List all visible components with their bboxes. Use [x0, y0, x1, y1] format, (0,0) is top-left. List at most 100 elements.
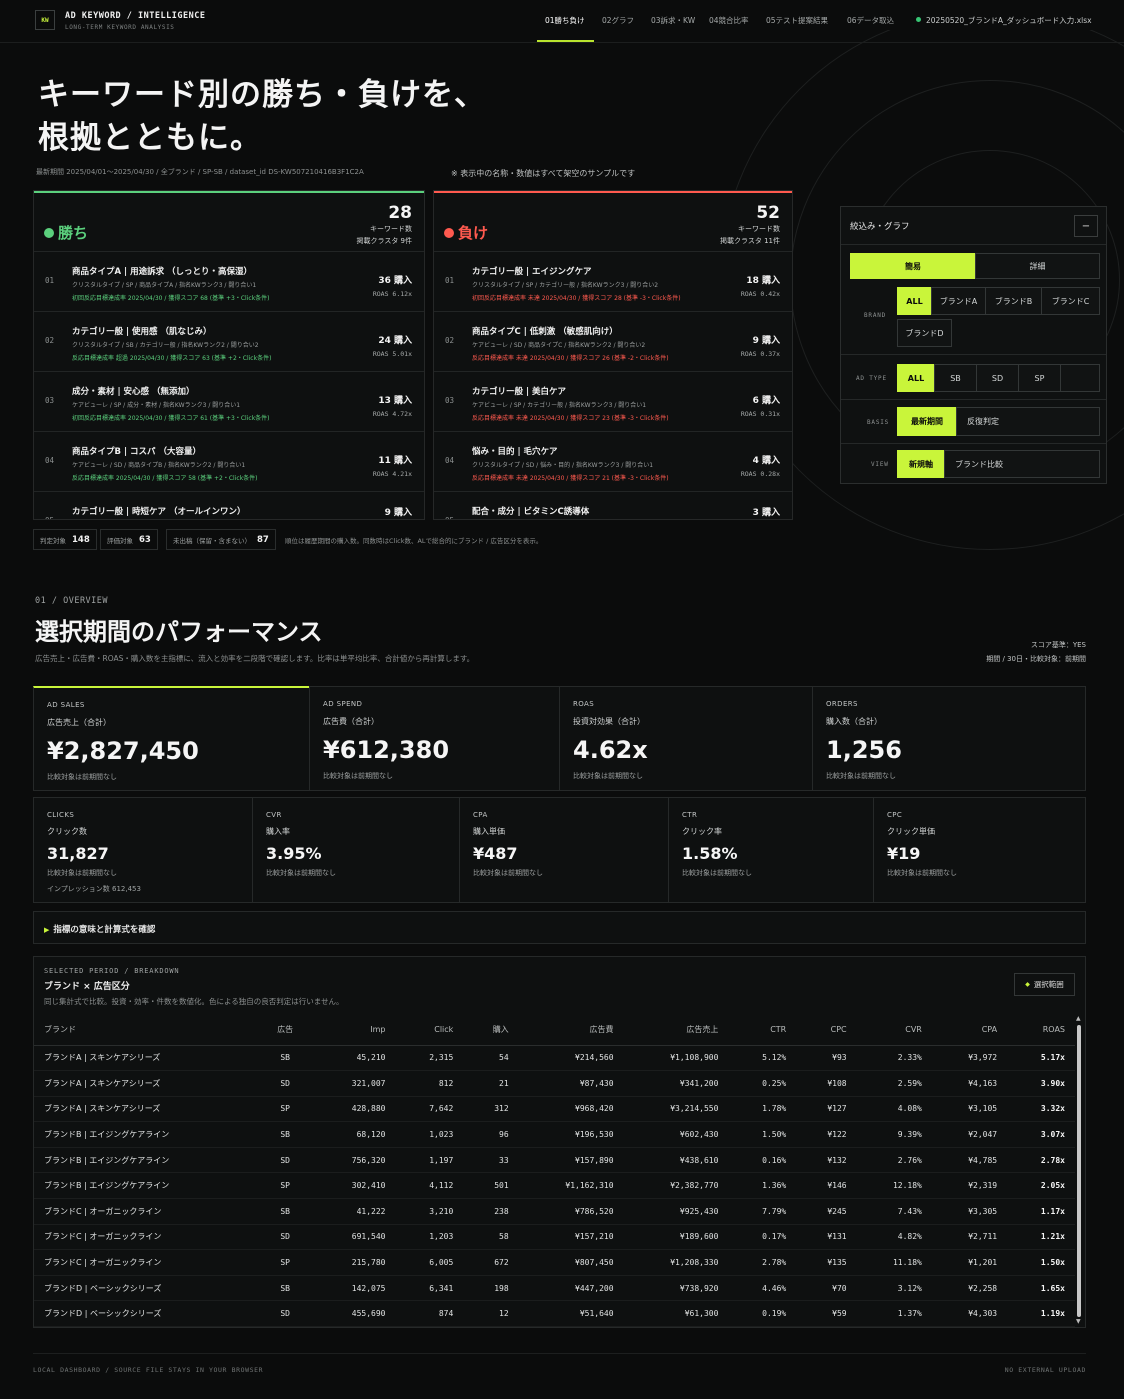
- table-row[interactable]: ブランドB | エイジングケアライン SD 756,320 1,197 33 ¥157,8…: [34, 1147, 1075, 1174]
- column-header[interactable]: 広告費: [518, 1014, 624, 1046]
- column-header[interactable]: ROAS: [1007, 1014, 1075, 1046]
- table-row[interactable]: ブランドA | スキンケアシリーズ SB 45,210 2,315 54 ¥214,560…: [34, 1045, 1075, 1072]
- basis-repeat-button[interactable]: 反復判定: [956, 407, 1100, 436]
- table-cell: ¥51,640: [518, 1300, 624, 1327]
- table-row[interactable]: ブランドD | ベーシックシリーズ SB 142,075 6,341 198 ¥447,2…: [34, 1275, 1075, 1302]
- table-cell: 2.78%: [728, 1249, 797, 1276]
- table-cell: ¥3,105: [931, 1096, 1008, 1123]
- nav-tab-competitor[interactable]: 04競合比率: [709, 16, 749, 25]
- table-cell: 142,075: [312, 1275, 396, 1302]
- table-cell: 3.07x: [1007, 1121, 1075, 1148]
- nav-tab-data-import[interactable]: 06データ取込: [847, 16, 895, 25]
- column-header[interactable]: CPA: [931, 1014, 1008, 1046]
- metric-definitions-toggle[interactable]: ▶ 指標の意味と計算式を確認: [33, 911, 1086, 944]
- mode-detail-button[interactable]: 詳細: [975, 253, 1100, 279]
- adtype-all-button[interactable]: ALL: [897, 364, 935, 392]
- stat-chip-judged: 判定対象 148: [33, 529, 97, 550]
- breakdown-section-label: SELECTED PERIOD / BREAKDOWN: [44, 967, 180, 975]
- divider: [841, 399, 1106, 400]
- column-header[interactable]: CVR: [856, 1014, 932, 1046]
- brand-b-button[interactable]: ブランドB: [985, 287, 1042, 315]
- nav-tab-graph[interactable]: 02グラフ: [602, 16, 635, 25]
- table-cell: 2.59%: [856, 1070, 932, 1097]
- lose-row[interactable]: 02 商品タイプC | 低刺激 （敏感肌向け） ケアビューレ / SD / 商品タイ…: [434, 311, 792, 371]
- lose-accent-bar: [434, 191, 792, 193]
- nav-tab-test-results[interactable]: 05テスト提案結果: [766, 16, 829, 25]
- table-row[interactable]: ブランドA | スキンケアシリーズ SD 321,007 812 21 ¥87,430 ¥3…: [34, 1070, 1075, 1097]
- lose-row[interactable]: 04 悩み・目的 | 毛穴ケア クリスタルタイプ / SD / 悩み・目的 / 指名…: [434, 431, 792, 491]
- table-row[interactable]: ブランドA | スキンケアシリーズ SP 428,880 7,642 312 ¥968,4…: [34, 1096, 1075, 1123]
- view-new-axis-button[interactable]: 新規軸: [897, 450, 945, 478]
- lose-row[interactable]: 01 カテゴリー般 | エイジングケア クリスタルタイプ / SP / カテゴリー般…: [434, 251, 792, 311]
- brand-d-button[interactable]: ブランドD: [897, 319, 952, 347]
- table-cell: 2,315: [395, 1045, 464, 1072]
- column-header[interactable]: 広告売上: [623, 1014, 729, 1046]
- win-row[interactable]: 05カテゴリー般 | 時短ケア （オールインワン）9 購入: [34, 491, 424, 519]
- win-row[interactable]: 04 商品タイプB | コスパ （大容量） ケアビューレ / SD / 商品タイプB…: [34, 431, 424, 491]
- table-cell: 3.90x: [1007, 1070, 1075, 1097]
- table-cell: 428,880: [312, 1096, 396, 1123]
- table-cell: 58: [463, 1224, 519, 1251]
- win-row[interactable]: 01 商品タイプA | 用途訴求 （しっとり・高保湿） クリスタルタイプ / SP …: [34, 251, 424, 311]
- overview-title: 選択期間のパフォーマンス: [35, 617, 323, 646]
- nav-tab-win-lose[interactable]: 01勝ち負け: [545, 16, 585, 25]
- adtype-sb-button[interactable]: SB: [934, 364, 977, 392]
- table-cell: 6,341: [395, 1275, 464, 1302]
- table-row[interactable]: ブランドC | オーガニックライン SP 215,780 6,005 672 ¥807,4…: [34, 1249, 1075, 1276]
- column-header[interactable]: CTR: [728, 1014, 797, 1046]
- table-cell: ¥786,520: [518, 1198, 624, 1225]
- column-header[interactable]: 広告: [257, 1014, 313, 1046]
- table-cell: 2.78x: [1007, 1147, 1075, 1174]
- kpi-ad-spend: AD SPEND 広告費（合計） ¥612,380 比較対象は前期間なし: [309, 686, 560, 791]
- filter-title: 絞込み・グラフ: [850, 222, 910, 232]
- win-row[interactable]: 02 カテゴリー般 | 使用感 （肌なじみ） クリスタルタイプ / SB / カテゴ…: [34, 311, 424, 371]
- top-header: KW AD KEYWORD / INTELLIGENCE LONG-TERM K…: [0, 0, 1124, 43]
- scrollbar-thumb[interactable]: [1077, 1025, 1081, 1317]
- basis-latest-button[interactable]: 最新期間: [897, 407, 957, 436]
- table-row[interactable]: ブランドD | ベーシックシリーズ SD 455,690 874 12 ¥51,640 ¥6…: [34, 1300, 1075, 1327]
- column-header[interactable]: CPC: [796, 1014, 857, 1046]
- table-cell: ¥127: [796, 1096, 857, 1123]
- mode-simple-button[interactable]: 簡易: [850, 253, 976, 279]
- table-cell: 1.50x: [1007, 1249, 1075, 1276]
- nav-tab-appeal-kw[interactable]: 03訴求・KW: [651, 16, 696, 25]
- table-row[interactable]: ブランドC | オーガニックライン SD 691,540 1,203 58 ¥157,21…: [34, 1224, 1075, 1251]
- collapse-button[interactable]: −: [1074, 215, 1098, 237]
- column-header[interactable]: Imp: [312, 1014, 396, 1046]
- lose-row[interactable]: 03 カテゴリー般 | 美白ケア ケアビューレ / SP / カテゴリー般 / 指名…: [434, 371, 792, 431]
- win-row[interactable]: 03 成分・素材 | 安心感 （無添加） ケアビューレ / SP / 成分・素材 /…: [34, 371, 424, 431]
- brand-c-button[interactable]: ブランドC: [1041, 287, 1100, 315]
- table-cell: ¥61,300: [623, 1300, 729, 1327]
- table-scrollbar[interactable]: ▲ ▼: [1076, 1015, 1082, 1325]
- view-brand-compare-button[interactable]: ブランド比較: [944, 450, 1100, 478]
- table-cell: ¥3,972: [931, 1045, 1008, 1072]
- selection-range-button[interactable]: ◆ 選択範囲: [1014, 973, 1075, 996]
- table-cell: ¥4,303: [931, 1300, 1008, 1327]
- loaded-file[interactable]: 20250520_ブランドA_ダッシュボード入力.xlsx: [916, 15, 1092, 26]
- brand-a-button[interactable]: ブランドA: [931, 287, 986, 315]
- column-header[interactable]: 購入: [463, 1014, 519, 1046]
- table-cell: 321,007: [312, 1070, 396, 1097]
- table-cell: ブランドA | スキンケアシリーズ: [34, 1096, 258, 1123]
- table-row[interactable]: ブランドB | エイジングケアライン SP 302,410 4,112 501 ¥1,16…: [34, 1172, 1075, 1200]
- brand-all-button[interactable]: ALL: [897, 287, 932, 315]
- table-cell: 7,642: [395, 1096, 464, 1123]
- adtype-sp-button[interactable]: SP: [1018, 364, 1061, 392]
- column-header[interactable]: ブランド: [34, 1014, 258, 1046]
- scroll-up-icon[interactable]: ▲: [1076, 1015, 1081, 1022]
- table-row[interactable]: ブランドC | オーガニックライン SB 41,222 3,210 238 ¥786,52…: [34, 1198, 1075, 1225]
- adtype-sd-button[interactable]: SD: [976, 364, 1019, 392]
- adtype-empty-slot: [1060, 364, 1100, 392]
- scroll-down-icon[interactable]: ▼: [1076, 1318, 1081, 1325]
- table-cell: 1,023: [395, 1121, 464, 1148]
- divider: [841, 354, 1106, 355]
- table-cell: ¥108: [796, 1070, 857, 1097]
- footer-left: LOCAL DASHBOARD / SOURCE FILE STAYS IN Y…: [33, 1366, 264, 1374]
- table-cell: ¥2,047: [931, 1121, 1008, 1148]
- table-row[interactable]: ブランドB | エイジングケアライン SB 68,120 1,023 96 ¥196,53…: [34, 1121, 1075, 1148]
- footer-right: NO EXTERNAL UPLOAD: [1004, 1366, 1086, 1374]
- win-count: 28 キーワード数 掲載クラスタ 9件: [356, 203, 412, 245]
- table-cell: 1.65x: [1007, 1275, 1075, 1302]
- column-header[interactable]: Click: [395, 1014, 464, 1046]
